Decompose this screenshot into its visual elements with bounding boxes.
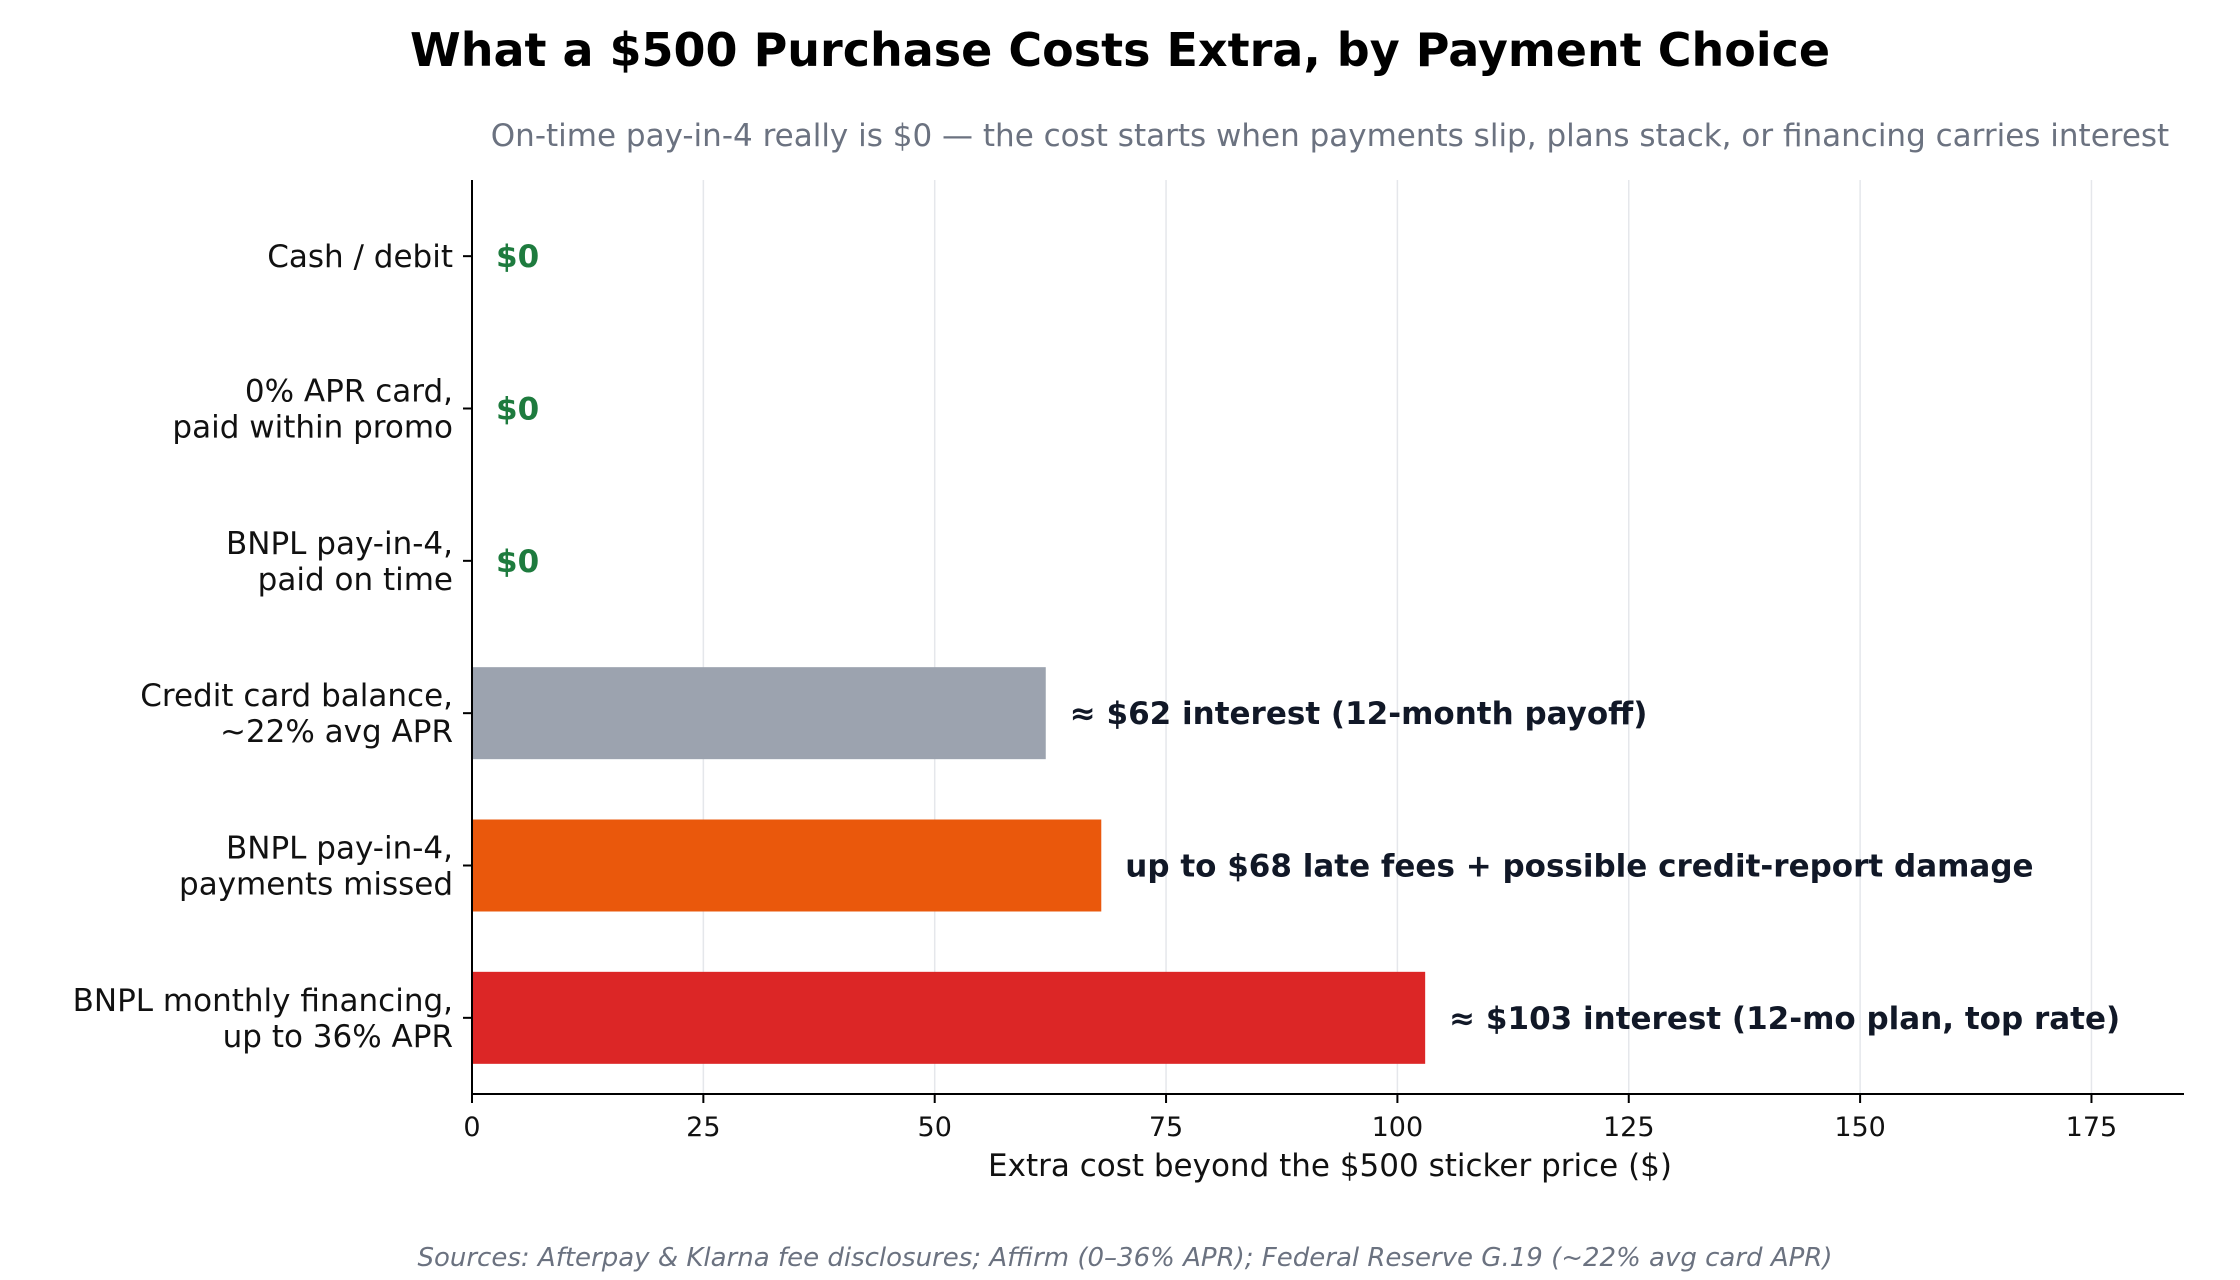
bar-5 — [472, 971, 1426, 1064]
bars — [472, 667, 1426, 1064]
x-tick-label-4: 100 — [1372, 1112, 1424, 1143]
category-label-2-line-0: BNPL pay-in-4, — [226, 526, 453, 562]
x-tick-label-0: 0 — [463, 1112, 480, 1143]
category-label-1-line-1: paid within promo — [172, 410, 453, 446]
category-label-5-line-0: BNPL monthly financing, — [73, 983, 453, 1019]
category-label-5: BNPL monthly financing, up to 36% APR — [73, 983, 453, 1055]
category-label-3-line-1: ~22% avg APR — [220, 714, 453, 750]
category-label-4-line-0: BNPL pay-in-4, — [226, 831, 453, 867]
bar-value-label-2: $0 — [496, 544, 539, 580]
bar-value-label-0: $0 — [496, 239, 539, 275]
category-label-1: 0% APR card, paid within promo — [172, 374, 453, 446]
x-tick-label-5: 125 — [1603, 1112, 1655, 1143]
bar-value-label-4: up to $68 late fees + possible credit-re… — [1125, 849, 2033, 885]
x-tick-label-6: 150 — [1834, 1112, 1886, 1143]
chart-title: What a $500 Purchase Costs Extra, by Pay… — [410, 23, 1830, 77]
axes — [463, 180, 2184, 1103]
x-tick-label-7: 175 — [2066, 1112, 2118, 1143]
x-axis-label: Extra cost beyond the $500 sticker price… — [988, 1148, 1672, 1184]
category-label-0: Cash / debit — [267, 239, 453, 275]
x-tick-label-2: 50 — [918, 1112, 952, 1143]
category-label-3-line-0: Credit card balance, — [140, 678, 453, 714]
bar-value-label-3: ≈ $62 interest (12-month payoff) — [1070, 696, 1648, 732]
bar-value-label-1: $0 — [496, 392, 539, 428]
chart-subtitle: On-time pay-in-4 really is $0 — the cost… — [491, 118, 2169, 154]
x-tick-label-1: 25 — [686, 1112, 720, 1143]
category-label-1-line-0: 0% APR card, — [245, 374, 453, 410]
x-tick-label-3: 75 — [1149, 1112, 1183, 1143]
source-note: Sources: Afterpay & Klarna fee disclosur… — [417, 1243, 1832, 1273]
grid-lines — [702, 180, 2093, 1094]
labels: $0 $0 $0 ≈ $62 interest (12-month payoff) up… — [73, 239, 2121, 1143]
category-label-0-line-0: Cash / debit — [267, 239, 453, 275]
category-label-5-line-1: up to 36% APR — [223, 1019, 453, 1055]
category-label-2: BNPL pay-in-4, paid on time — [226, 526, 453, 598]
category-label-4-line-1: payments missed — [179, 867, 453, 903]
category-label-3: Credit card balance, ~22% avg APR — [140, 678, 453, 750]
bar-4 — [472, 819, 1102, 912]
bar-value-label-5: ≈ $103 interest (12-mo plan, top rate) — [1449, 1001, 2120, 1037]
category-label-2-line-1: paid on time — [258, 562, 453, 598]
bar-3 — [472, 667, 1046, 760]
category-label-4: BNPL pay-in-4, payments missed — [179, 831, 453, 903]
